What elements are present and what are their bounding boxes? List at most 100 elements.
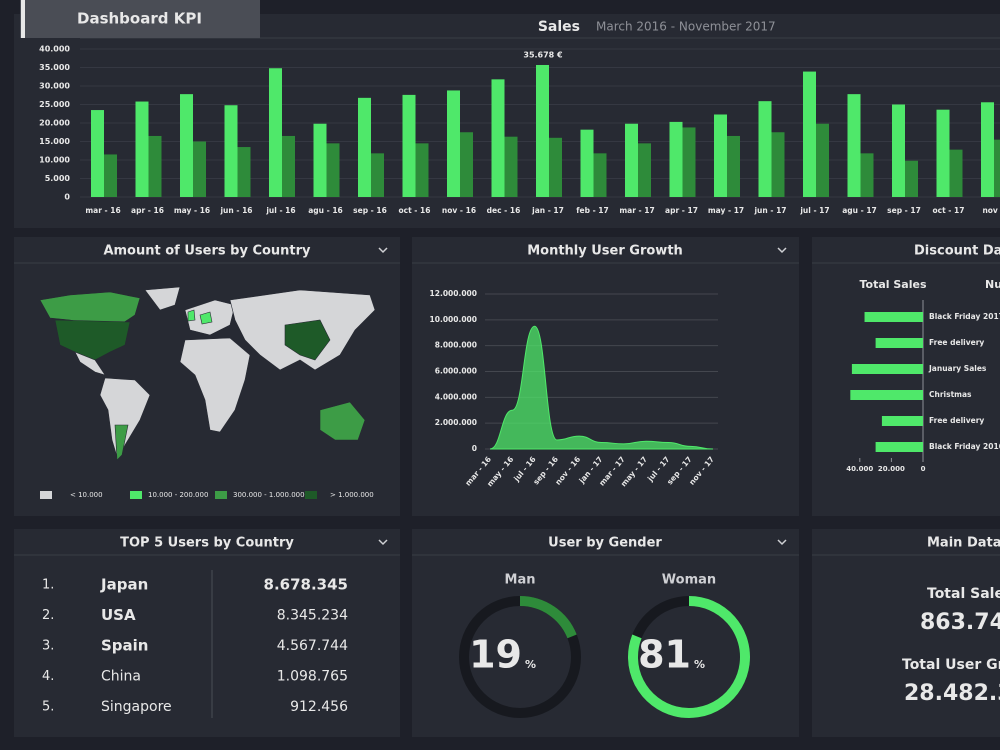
category-label: Black Friday 2017 [929, 312, 1000, 321]
bar [371, 153, 384, 197]
panel-title: TOP 5 Users by Country [120, 536, 294, 551]
bar [504, 136, 518, 197]
bar [447, 90, 460, 197]
x-tick-label: 0 [921, 465, 926, 473]
country [39, 291, 141, 326]
sales-title: Sales [538, 19, 580, 35]
discount-panel [812, 237, 1000, 516]
x-tick-label: jun - 17 [753, 206, 786, 215]
bar [237, 147, 251, 197]
y-tick-label: 10.000.000 [430, 315, 477, 324]
y-tick-label: 4.000.000 [435, 392, 477, 401]
dropdown-chevron[interactable] [777, 247, 787, 254]
legend-label: 10.000 - 200.000 [148, 491, 208, 499]
bar [491, 79, 505, 197]
bar [771, 132, 785, 197]
bar [580, 129, 594, 197]
bar [193, 141, 206, 197]
legend-label: > 1.000.000 [330, 491, 374, 499]
bar [727, 135, 740, 197]
x-tick-label: apr - 17 [665, 206, 698, 215]
kpi-value: 863.748 [920, 610, 1000, 635]
bar [415, 143, 429, 197]
legend-swatch [130, 491, 142, 499]
legend-label: 300.000 - 1.000.000 [233, 491, 305, 499]
percent-unit: % [525, 658, 536, 671]
bar [180, 94, 193, 197]
x-tick-label: nov - 16 [442, 206, 476, 215]
x-tick-label: mar - 17 [619, 206, 654, 215]
country [284, 319, 331, 361]
y-tick-label: 12.000.000 [430, 289, 477, 298]
category-label: Man [505, 573, 536, 588]
country: Singapore [101, 699, 172, 715]
country [144, 286, 181, 311]
x-tick-label: dec - 16 [487, 206, 521, 215]
value-label: 35.678 € [523, 50, 563, 59]
bar [994, 139, 1000, 197]
country [74, 351, 106, 376]
y-tick-label: 25.000 [39, 100, 70, 109]
donut-arc [628, 596, 750, 718]
legend-swatch [215, 491, 227, 499]
dropdown-chevron[interactable] [378, 247, 388, 254]
country [199, 311, 213, 325]
sales-subtitle: March 2016 - November 2017 [596, 20, 776, 34]
bar [148, 135, 162, 197]
percent-value: 19 [469, 633, 522, 677]
bar [593, 153, 607, 197]
bar [881, 416, 923, 426]
bar [875, 338, 923, 348]
x-tick-label: agu - 16 [308, 206, 343, 215]
x-tick-label: may - 16 [174, 206, 210, 215]
x-tick-label: jul - 16 [265, 206, 295, 215]
bar [669, 121, 683, 197]
country [54, 319, 131, 361]
percent-value: 81 [638, 633, 691, 677]
bar [91, 110, 104, 197]
x-tick-label: jan - 17 [531, 206, 564, 215]
dropdown-chevron[interactable] [777, 539, 787, 546]
growth-panel [412, 237, 799, 516]
header-tab [20, 0, 260, 38]
x-tick-label: 40.000 [846, 465, 873, 473]
bar [851, 364, 923, 374]
world-map [39, 286, 376, 461]
rank: 5. [42, 700, 54, 715]
dropdown-chevron[interactable] [378, 539, 388, 546]
main-data-panel [812, 529, 1000, 737]
percent-unit: % [694, 658, 705, 671]
panel-title: Main Data [927, 536, 1000, 551]
y-tick-label: 8.000.000 [435, 341, 477, 350]
y-tick-label: 15.000 [39, 137, 70, 146]
category-label: Free delivery [929, 416, 984, 425]
bar [847, 94, 861, 197]
x-tick-label: mar - 16 [85, 206, 120, 215]
bar [860, 153, 874, 197]
x-tick-label: sep - 17 [887, 206, 921, 215]
category-label: Woman [662, 573, 716, 588]
kpi-label: Total Sales [927, 586, 1000, 602]
kpi-label: Total User Grow [902, 657, 1000, 673]
area [489, 325, 714, 450]
bar [981, 102, 994, 197]
rank: 4. [42, 669, 54, 684]
header-accent [21, 0, 25, 38]
bar [358, 97, 371, 197]
y-tick-label: 20.000 [39, 119, 70, 128]
bar [714, 114, 727, 197]
y-tick-label: 35.000 [39, 63, 70, 72]
panel-title: Amount of Users by Country [103, 244, 311, 259]
y-tick-label: 6.000.000 [435, 367, 477, 376]
kpi-value: 28.482.31 [904, 681, 1000, 706]
user-count: 4.567.744 [277, 638, 348, 654]
bar [402, 94, 416, 197]
x-tick-label: oct - 17 [933, 206, 965, 215]
bar [224, 105, 238, 197]
country: USA [101, 606, 136, 624]
country [179, 337, 251, 433]
bar [864, 312, 923, 322]
bar [269, 68, 282, 198]
country [114, 424, 129, 461]
